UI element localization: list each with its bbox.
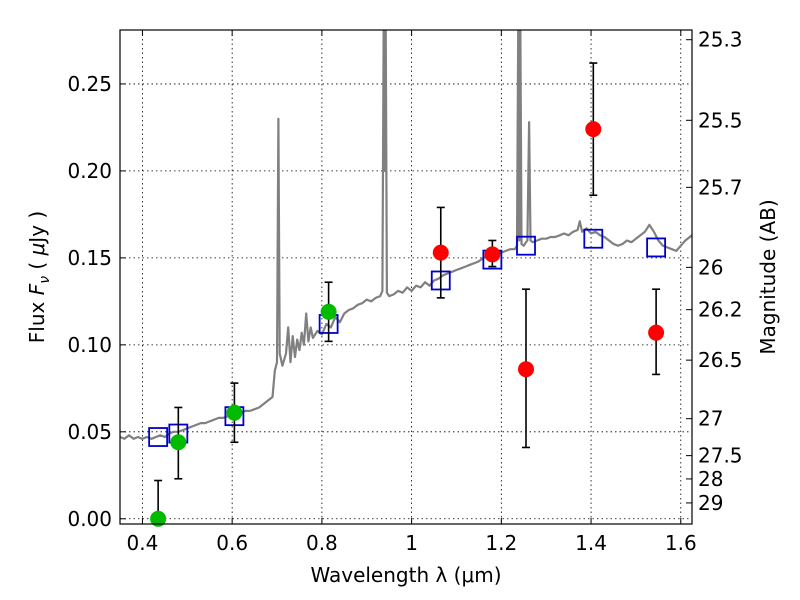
x-tick-label: 1.6	[665, 531, 697, 555]
observed-point	[585, 121, 602, 138]
mag-tick-label: 27	[698, 407, 723, 431]
mag-tick-label: 25.7	[698, 175, 743, 199]
mag-tick-label: 25.5	[698, 108, 743, 132]
observed-point	[648, 324, 665, 341]
mag-tick-label: 25.3	[698, 28, 743, 52]
model-square-point	[583, 228, 604, 249]
x-tick-label: 1.4	[575, 531, 607, 555]
model-square-point	[148, 427, 169, 447]
y-tick-label: 0.00	[67, 507, 112, 531]
y-tick-label: 0.15	[67, 246, 112, 270]
x-axis-title: Wavelength λ (μm)	[310, 563, 501, 587]
y-tick-label: 0.20	[67, 159, 112, 183]
plot-area	[120, 30, 692, 440]
y-axis-title: Flux Fν ( μJy )	[25, 211, 53, 343]
mag-tick-label: 26.2	[698, 298, 743, 322]
mag-tick-label: 26.5	[698, 348, 743, 372]
grid	[120, 30, 692, 524]
x-tick-label: 0.6	[216, 531, 248, 555]
x-tick-label: 0.8	[306, 531, 338, 555]
observed-point	[150, 510, 167, 527]
x-tick-label: 1	[405, 531, 418, 555]
observed-point	[170, 434, 187, 451]
x-tick-label: 1.2	[485, 531, 517, 555]
spectrum-line	[120, 30, 692, 440]
model-square-point	[646, 237, 667, 258]
observed-point	[484, 246, 501, 263]
observed-point	[226, 404, 243, 421]
axes: 0.4 0.6 0.8 1 1.2 1.4 1.6 0.00 0.05 0.10 0.15 0.20 0…	[67, 28, 742, 555]
y-tick-label: 0.05	[67, 420, 112, 444]
x-tick-label: 0.4	[127, 531, 159, 555]
mag-tick-label: 26	[698, 255, 723, 279]
y-tick-label: 0.25	[67, 72, 112, 96]
mag-tick-label: 29	[698, 491, 723, 515]
observed-point	[518, 361, 535, 378]
plot-frame	[119, 29, 693, 525]
mag-tick-label: 28	[698, 467, 723, 491]
y2-axis-title: Magnitude (AB)	[756, 199, 780, 354]
model-square-point	[516, 235, 536, 256]
y-tick-label: 0.10	[67, 333, 112, 357]
mag-tick-label: 27.5	[698, 444, 743, 468]
marker-layer	[148, 62, 667, 527]
observed-point	[320, 303, 337, 320]
observed-point	[432, 244, 449, 261]
